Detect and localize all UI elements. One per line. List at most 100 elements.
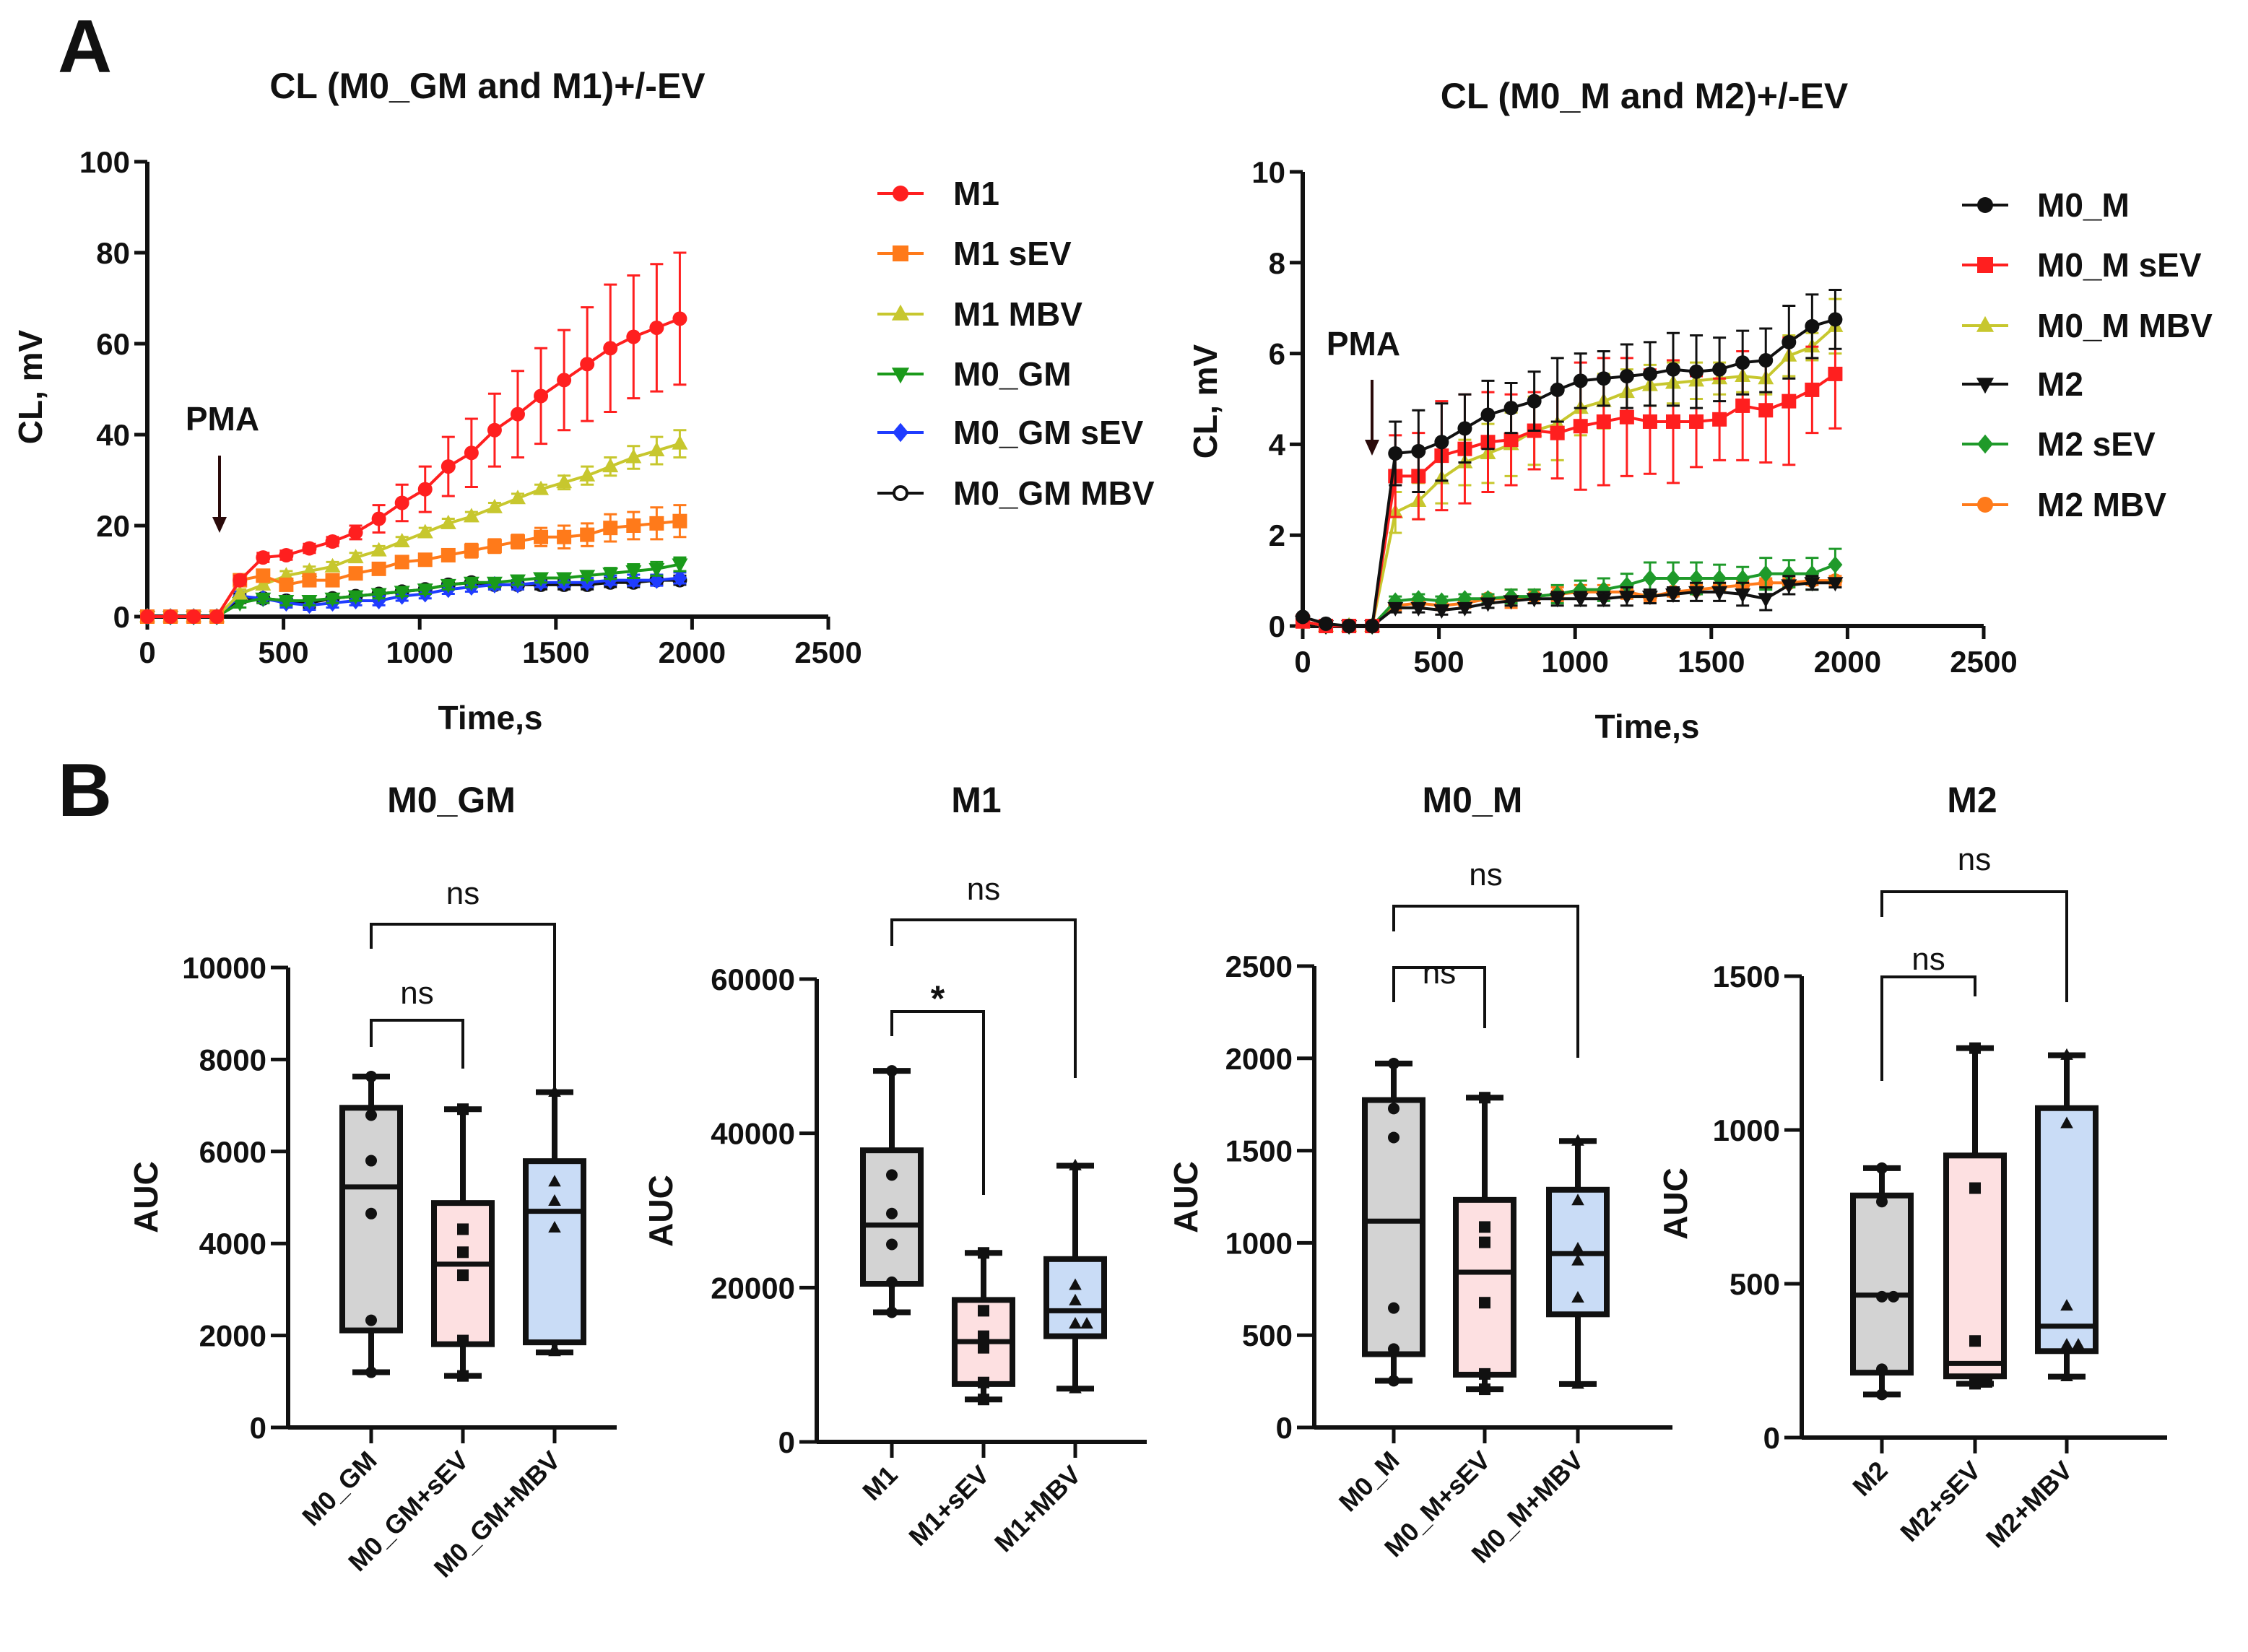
y-tick-label: 20 (96, 509, 130, 543)
significance-label: ns (1958, 842, 1991, 877)
data-point (1069, 1316, 1082, 1329)
data-point (672, 569, 687, 587)
y-tick-label: 100 (79, 145, 130, 179)
y-tick-label: 1000 (1713, 1113, 1780, 1147)
data-point (233, 573, 248, 588)
data-point (394, 495, 409, 510)
box-m1+mbv (1043, 1158, 1107, 1394)
x-tick-label: 2000 (1814, 645, 1881, 679)
legend-marker (1977, 434, 1993, 454)
data-point (672, 513, 687, 529)
legend-item: M2 MBV (1962, 486, 2166, 523)
y-tick-label: 0 (1763, 1421, 1780, 1455)
data-point (1876, 1388, 1888, 1401)
y-tick-label: 4000 (199, 1227, 266, 1261)
data-point (348, 566, 363, 581)
significance-bracket (1392, 905, 1579, 1058)
data-point (556, 474, 573, 489)
x-tick-label: 500 (259, 635, 309, 669)
data-point (370, 542, 387, 557)
data-point (978, 1342, 989, 1354)
x-tick-label: 1000 (386, 635, 453, 669)
data-point (886, 1065, 898, 1077)
data-point (394, 586, 410, 601)
y-tick-label: 60 (96, 327, 130, 361)
legend-marker (893, 245, 908, 261)
data-point (1388, 1375, 1399, 1387)
data-point (1069, 1381, 1082, 1394)
pma-arrow-head (212, 517, 227, 533)
data-point (1969, 1335, 1981, 1347)
legend-label: M0_M (2037, 186, 2130, 224)
legend-label: M2 sEV (2037, 425, 2156, 463)
data-point (1782, 394, 1797, 409)
legend-item: M0_M MBV (1962, 307, 2213, 344)
data-point (978, 1330, 989, 1342)
data-point (548, 1175, 561, 1187)
data-point (1665, 362, 1680, 377)
data-point (441, 547, 456, 562)
x-tick-label: 1000 (1541, 645, 1608, 679)
legend-marker (893, 485, 908, 501)
data-point (1571, 1241, 1584, 1253)
y-axis-label: CL, mV (12, 329, 49, 444)
significance-bracket (1880, 890, 2068, 1002)
line-chart-2: CL (M0_M and M2)+/-EV 0 2 4 6 8 10 0 500 1000 1500… (1186, 76, 2213, 745)
data-point (626, 518, 641, 533)
data-point (1758, 403, 1774, 418)
y-tick-label: 2000 (199, 1319, 266, 1353)
panel-letter-b: B (58, 749, 112, 832)
data-point (2060, 1048, 2073, 1060)
data-point (1457, 601, 1473, 617)
category-label: M2+MBV (1980, 1456, 2078, 1554)
category-label: M0_M (1333, 1446, 1405, 1518)
data-point (509, 490, 526, 505)
data-point (648, 562, 665, 578)
data-point (365, 1070, 377, 1082)
data-point (1503, 595, 1519, 610)
y-tick-label: 2500 (1225, 949, 1293, 983)
data-point (1388, 1103, 1399, 1115)
data-point (1876, 1363, 1888, 1375)
y-tick-label: 10 (1251, 155, 1285, 189)
legend-label: M1 (953, 175, 999, 212)
data-point (1573, 419, 1588, 434)
data-point (1618, 591, 1635, 606)
y-tick-label: 2000 (1225, 1042, 1293, 1076)
data-point (209, 609, 225, 624)
data-point (579, 570, 596, 585)
data-point (625, 448, 642, 464)
data-point (1319, 616, 1334, 631)
data-point (1069, 1158, 1082, 1170)
data-point (1479, 1092, 1490, 1104)
pma-annotation: PMA (1327, 325, 1400, 362)
data-point (371, 511, 386, 526)
data-point (1480, 597, 1496, 612)
series-m1 (140, 251, 687, 624)
data-point (1711, 586, 1728, 601)
data-point (1805, 318, 1820, 334)
legend-marker (1977, 197, 1993, 213)
data-point (457, 1246, 469, 1258)
series-line (1302, 325, 1836, 627)
data-point (256, 568, 271, 583)
legend-marker (1977, 497, 1993, 513)
data-point (672, 435, 688, 450)
data-point (648, 442, 665, 457)
data-point (1550, 382, 1565, 397)
category-label: M2 (1846, 1456, 1893, 1502)
data-point (1479, 1297, 1490, 1309)
legend-item: M2 (1962, 365, 2083, 403)
data-point (626, 329, 641, 344)
data-point (457, 1103, 469, 1116)
y-tick-label: 6 (1269, 337, 1285, 371)
data-point (1503, 432, 1519, 448)
legend-item: M1 sEV (877, 235, 1072, 272)
data-point (1758, 593, 1774, 608)
data-point (1782, 565, 1797, 583)
x-tick-label: 2500 (794, 635, 862, 669)
significance-bracket (890, 1010, 985, 1195)
x-tick-label: 0 (1294, 645, 1311, 679)
